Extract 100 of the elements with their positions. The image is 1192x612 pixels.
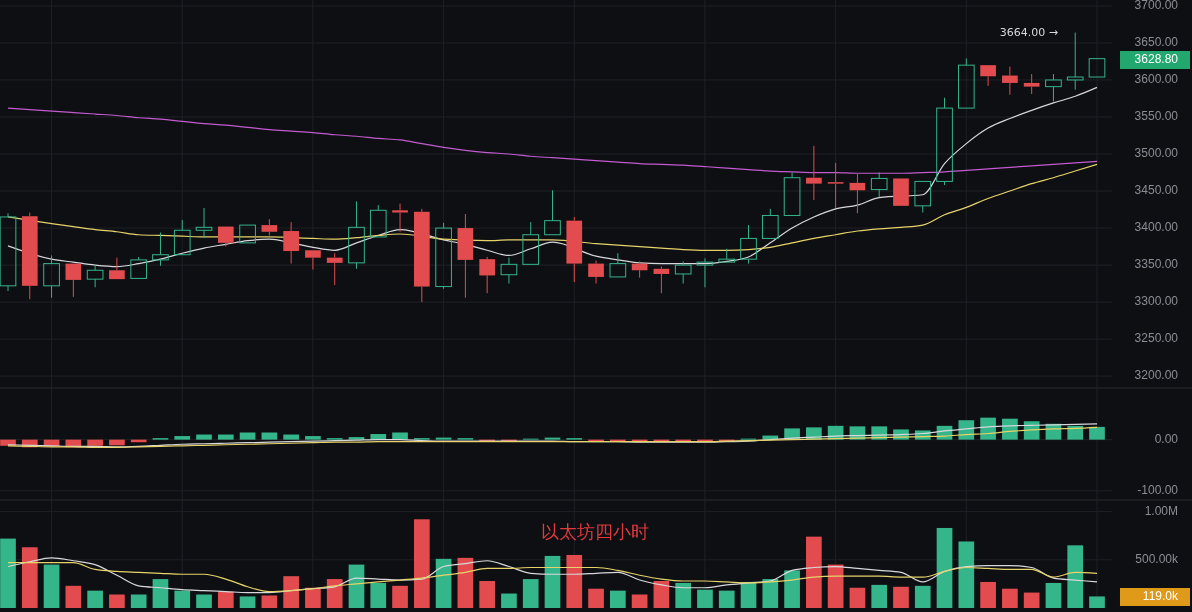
- bar: [762, 579, 779, 608]
- bar: [370, 582, 387, 608]
- candlestick: [849, 173, 866, 214]
- candlestick: [457, 213, 474, 299]
- y-tick-label: 3250.00: [1134, 331, 1179, 346]
- y-tick-label: 3300.00: [1134, 294, 1179, 309]
- bar: [217, 591, 234, 608]
- candlestick: [217, 226, 234, 248]
- bar: [196, 434, 212, 440]
- candlestick: [283, 221, 299, 265]
- candlestick: [566, 216, 583, 283]
- candlestick: [783, 172, 801, 216]
- bar: [326, 579, 343, 608]
- bar: [1067, 425, 1084, 440]
- bar: [1045, 582, 1062, 608]
- bar: [653, 581, 670, 608]
- bar: [566, 554, 583, 608]
- candlestick: [718, 248, 736, 263]
- bar: [413, 519, 430, 608]
- y-tick-label: 3650.00: [1134, 35, 1179, 50]
- candlestick: [806, 145, 822, 201]
- candlestick: [392, 203, 408, 233]
- bar: [174, 436, 191, 440]
- candlestick: [914, 180, 932, 214]
- bar: [522, 579, 539, 608]
- bar: [1002, 588, 1018, 608]
- bar: [152, 579, 169, 608]
- candlestick: [588, 260, 604, 285]
- y-tick-label: 3500.00: [1134, 146, 1179, 161]
- candlestick: [479, 256, 495, 294]
- bar: [479, 581, 495, 608]
- bar: [457, 557, 474, 608]
- bar: [501, 593, 517, 608]
- candlestick: [827, 162, 844, 209]
- candlestick: [195, 207, 213, 239]
- bar: [87, 439, 103, 446]
- text: 3628.80: [1134, 52, 1179, 67]
- candlestick: [239, 224, 256, 244]
- text: 119.0k: [1142, 589, 1179, 604]
- bar: [871, 584, 888, 608]
- y-tick-label: 3350.00: [1134, 257, 1179, 272]
- bar: [174, 590, 191, 608]
- bar: [239, 432, 256, 440]
- bar: [827, 564, 844, 608]
- bar: [718, 590, 735, 608]
- candlestick: [369, 204, 387, 238]
- candlestick: [696, 257, 714, 288]
- bar: [283, 576, 299, 608]
- candlestick: [413, 208, 430, 303]
- bar: [1089, 596, 1105, 608]
- bar: [261, 595, 278, 608]
- candlestick: [86, 264, 104, 288]
- bar: [392, 585, 408, 608]
- bar: [588, 588, 604, 608]
- bar: [544, 437, 561, 440]
- candlestick: [1088, 58, 1106, 78]
- candlestick: [500, 257, 518, 285]
- bar: [631, 594, 648, 608]
- candlestick: [1066, 32, 1084, 91]
- candlestick: [1023, 73, 1040, 95]
- bar: [544, 555, 561, 608]
- y-tick-label: 3700.00: [1134, 0, 1179, 13]
- bar: [435, 437, 452, 440]
- candlestick: [957, 58, 975, 109]
- bar: [130, 594, 147, 608]
- y-tick-label: 3600.00: [1134, 72, 1179, 87]
- bar: [893, 586, 909, 608]
- bar: [675, 582, 692, 608]
- bar: [435, 558, 452, 608]
- bar: [958, 541, 975, 608]
- candlestick: [653, 266, 670, 294]
- candlestick: [109, 257, 125, 280]
- y-tick-label: 500.00k: [1135, 551, 1179, 566]
- candlestick: [326, 252, 343, 286]
- candlestick: [1002, 66, 1018, 96]
- candlestick: [0, 212, 17, 292]
- y-tick-label: 3200.00: [1134, 368, 1179, 383]
- y-tick-label: 3400.00: [1134, 220, 1179, 235]
- y-tick-label: 1.00M: [1144, 503, 1178, 518]
- candlestick: [43, 254, 60, 299]
- candlestick: [522, 221, 540, 265]
- bar: [21, 547, 38, 608]
- candlestick: [740, 224, 757, 265]
- bar: [283, 434, 299, 440]
- candlestick: [609, 252, 627, 278]
- bar: [1023, 592, 1040, 608]
- bar: [65, 585, 82, 608]
- annotation: 以太坊四小时: [541, 521, 649, 542]
- bar: [980, 581, 996, 608]
- bar: [936, 527, 953, 608]
- bar: [610, 590, 626, 608]
- bar: [0, 538, 16, 608]
- bar: [305, 587, 321, 608]
- bar: [849, 587, 866, 608]
- candlestick: [544, 189, 561, 236]
- y-tick-label: 3550.00: [1134, 109, 1179, 124]
- bar: [87, 590, 103, 608]
- bar: [196, 594, 212, 608]
- candlestick: [65, 263, 82, 298]
- bar: [43, 564, 60, 608]
